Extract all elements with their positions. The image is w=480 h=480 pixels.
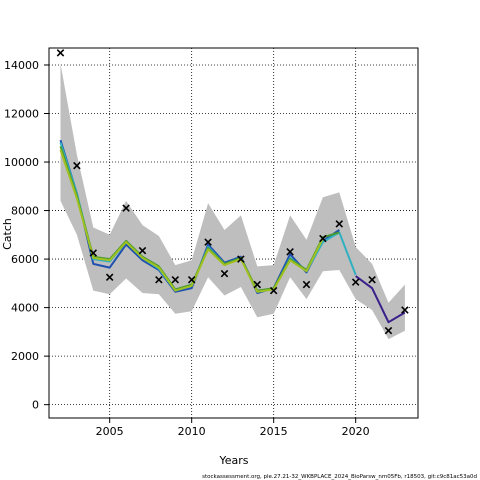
observed-point [122,204,130,212]
y-tick-label: 14000 [4,59,39,72]
observed-point [286,248,294,256]
y-tick-label: 4000 [11,302,39,315]
y-tick-label: 12000 [4,108,39,121]
observed-point-stroke [237,255,245,263]
plot-frame [48,47,419,419]
observed-point-stroke [335,220,344,228]
observed-point-stroke [220,269,229,278]
observed-point-stroke [253,280,262,289]
tick-labels: 2005 2010 2015 2020 0 2000 4000 6000 8000 10000 12… [4,59,370,438]
observed-point [220,269,229,278]
observed-point-stroke [155,275,163,284]
observed-point [138,246,147,255]
observed-point-stroke [319,234,327,243]
y-tick-label: 2000 [11,350,39,363]
x-axis-title: Years [218,454,248,467]
y-tick-label: 8000 [11,205,39,218]
observed-point [56,49,65,57]
observed-point [105,273,114,282]
observed-point-stroke [351,278,360,286]
series-lines [59,139,406,324]
observed-point [204,238,212,246]
observed-point [351,278,360,286]
observed-point-stroke [73,161,81,170]
observed-point [302,280,311,289]
observed-point-stroke [89,249,98,257]
observed-point [155,275,163,284]
observed-point-stroke [401,306,409,314]
observed-point-stroke [187,275,196,284]
confidence-band [60,63,405,340]
observed-point [171,275,180,284]
observed-point [89,249,98,257]
observed-point-stroke [122,204,130,212]
observed-point [384,326,393,335]
y-tick-label: 0 [32,399,39,412]
observed-point-stroke [105,273,114,282]
y-tick-label: 10000 [4,156,39,169]
axes [44,47,419,423]
observed-point [269,286,278,295]
y-tick-label: 6000 [11,253,39,266]
observed-point-stroke [56,49,65,57]
observed-point-stroke [204,238,212,246]
observed-point-stroke [368,275,376,284]
observed-point [237,255,245,263]
observed-point-stroke [384,326,393,335]
observed-point [187,275,196,284]
observed-point-stroke [269,286,278,295]
observed-point [368,275,376,284]
observed-point-stroke [171,275,180,284]
x-tick-label: 2005 [96,425,124,438]
observed-point [319,234,327,243]
x-tick-label: 2020 [342,425,370,438]
observed-point-stroke [302,280,311,289]
series-line [355,275,406,324]
confidence-band-area [60,63,405,340]
x-tick-label: 2010 [178,425,206,438]
observed-point [401,306,409,314]
y-axis-title: Catch [1,218,14,250]
series-line [59,149,324,293]
observed-point [253,280,262,289]
observed-points [56,49,409,335]
x-tick-label: 2015 [260,425,288,438]
observed-point [73,161,81,170]
observed-point-stroke [286,248,294,256]
observed-point [335,220,344,228]
observed-point-stroke [138,246,147,255]
footnote: stockassessment.org, ple.27.21-32_WKBPLA… [202,474,477,480]
